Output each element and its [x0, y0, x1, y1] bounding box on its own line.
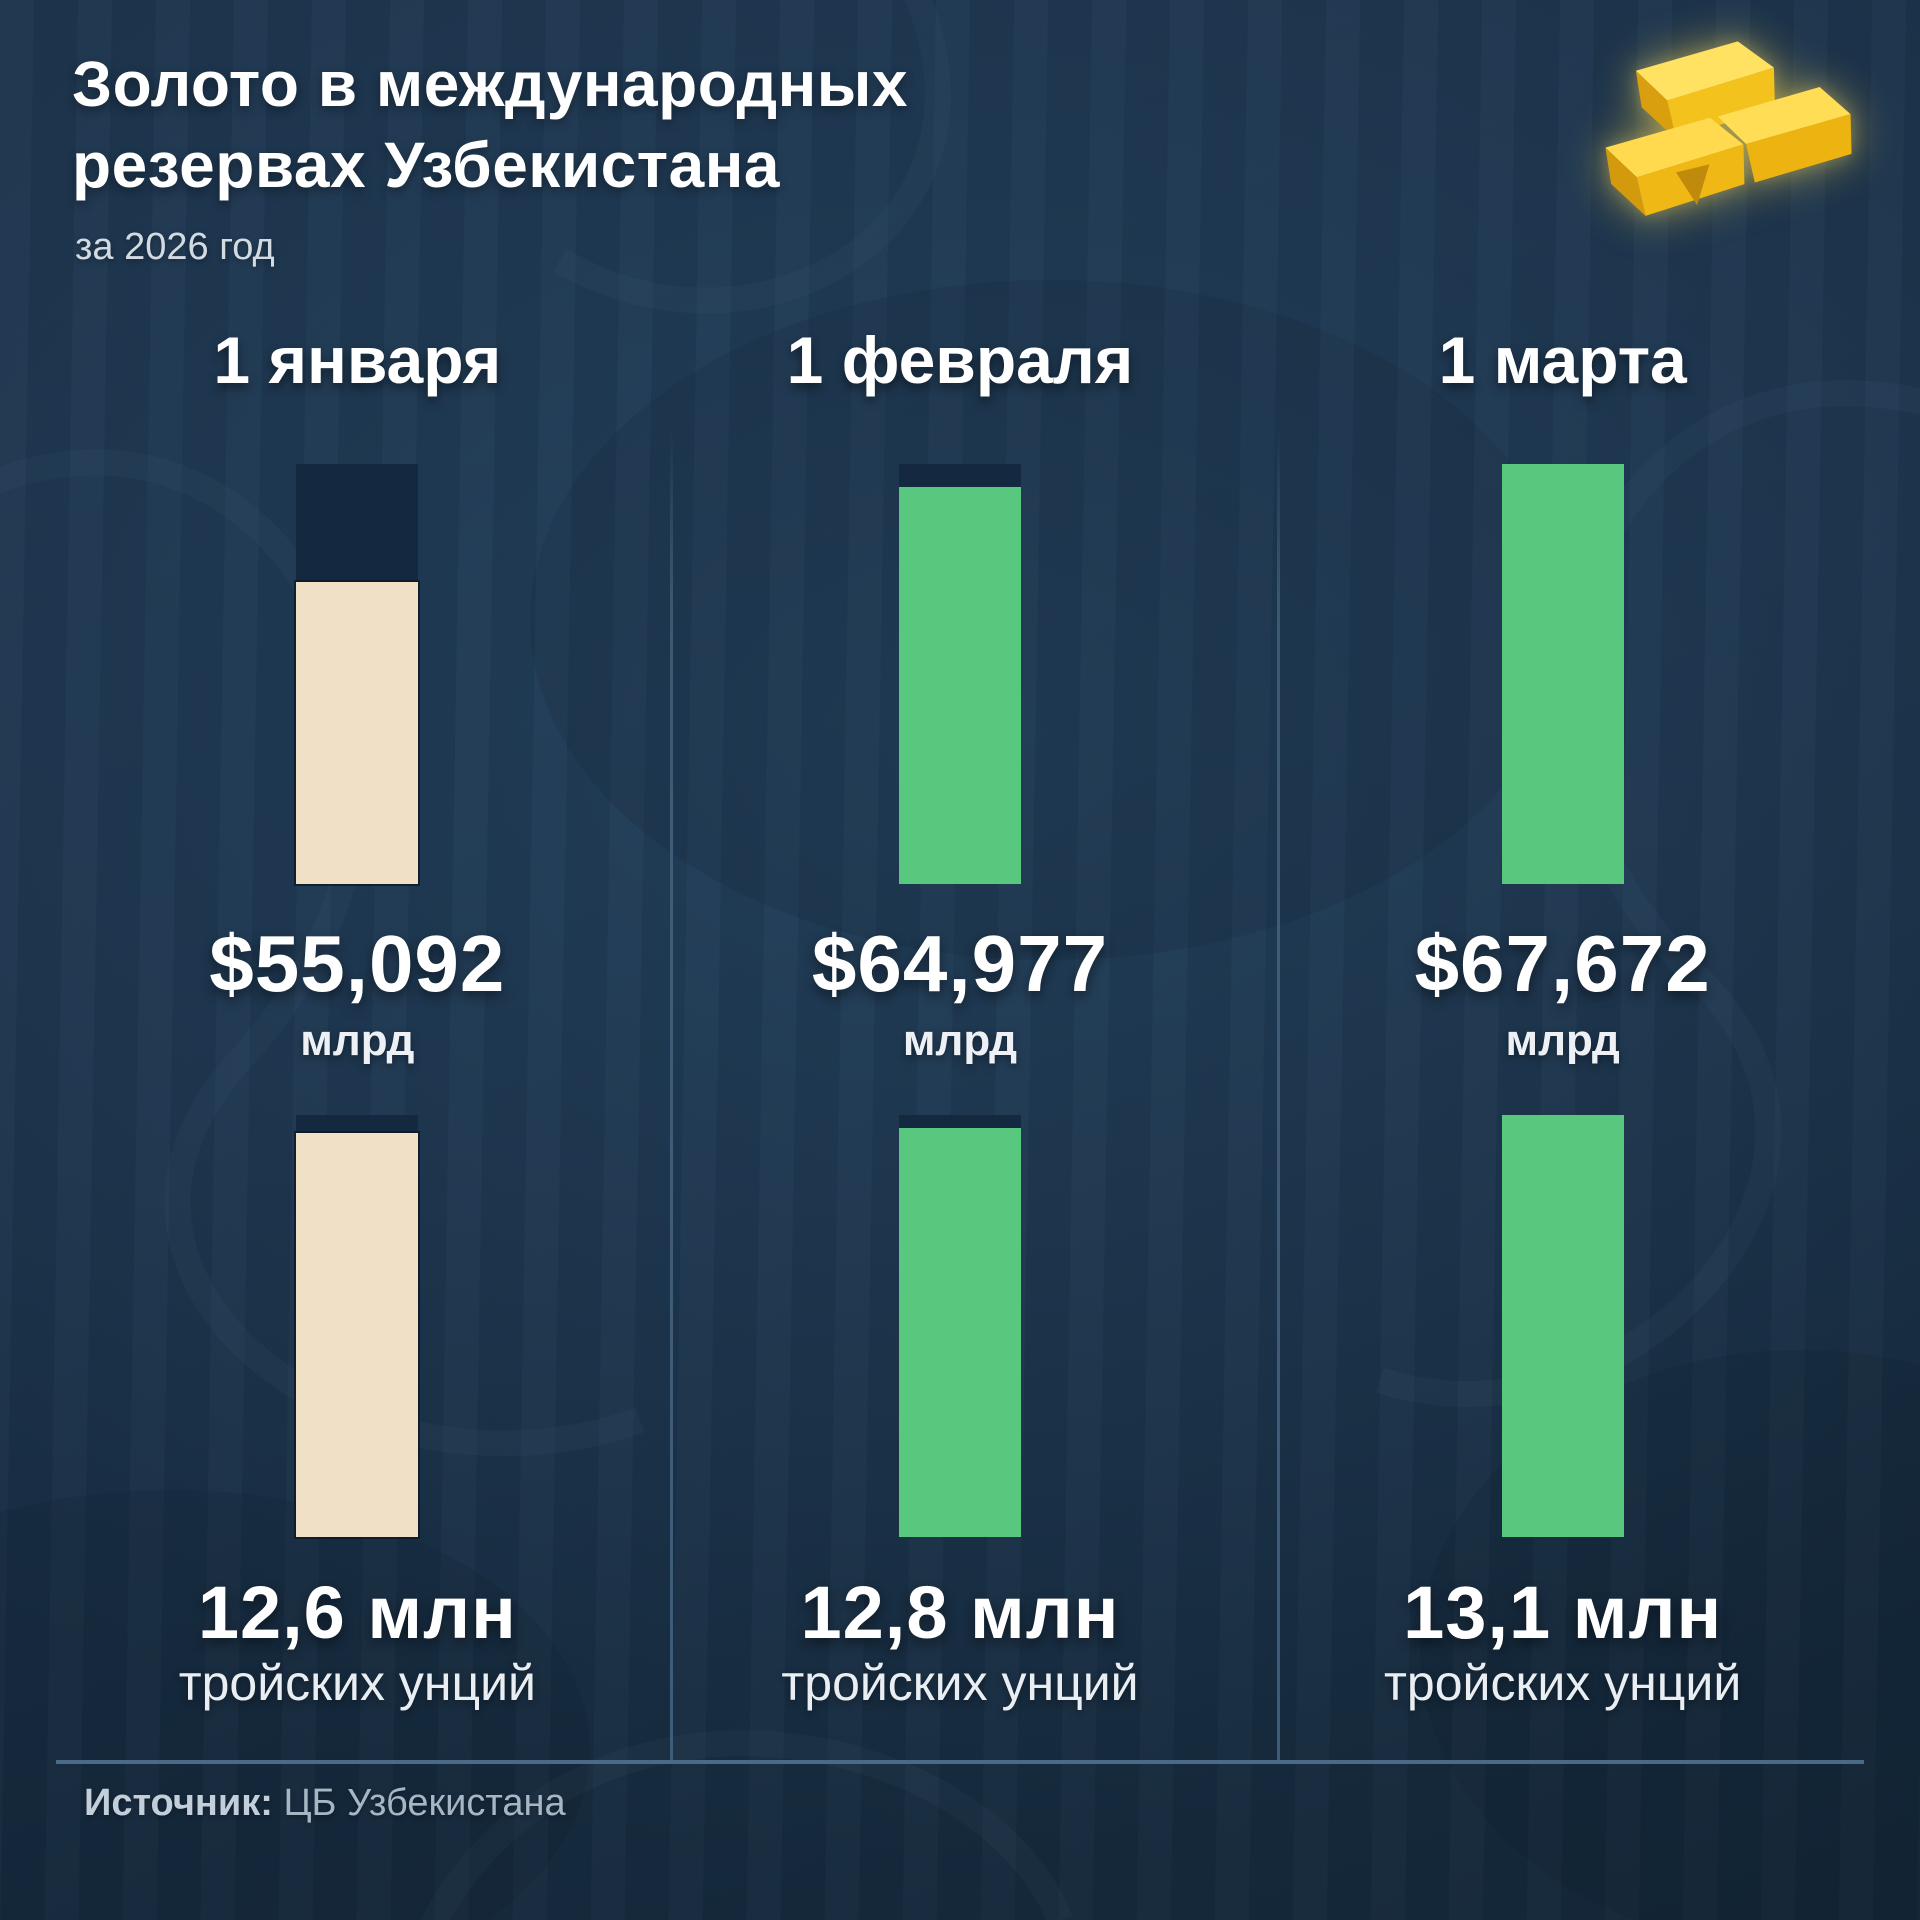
- column-march-label: 1 марта: [1438, 323, 1687, 397]
- title-line-2: резервах Узбекистана: [72, 128, 780, 201]
- footer-divider: [56, 1760, 1864, 1764]
- column-january-label: 1 января: [213, 323, 502, 397]
- bar-january-usd-fill: [296, 581, 419, 884]
- source-line: Источник: ЦБ Узбекистана: [84, 1782, 566, 1825]
- column-divider-2: [1277, 428, 1280, 1764]
- page-subtitle: за 2026 год: [75, 226, 275, 268]
- bar-february-usd-cap: [898, 464, 1021, 488]
- bar-february-oz-cap: [898, 1115, 1021, 1128]
- bar-january-oz: [296, 1115, 419, 1537]
- bar-january-oz-fill: [296, 1133, 419, 1537]
- source-label: Источник:: [84, 1782, 273, 1824]
- column-february-label: 1 февраля: [786, 323, 1134, 397]
- bar-february-oz-fill: [898, 1127, 1021, 1537]
- bar-march-usd: [1501, 464, 1624, 884]
- february-usd-value: $64,977: [811, 919, 1109, 1008]
- january-usd-value: $55,092: [209, 919, 506, 1008]
- column-divider-1: [670, 428, 673, 1764]
- march-oz-value: 13,1 млн: [1403, 1571, 1723, 1654]
- bar-february-oz: [898, 1115, 1021, 1537]
- bar-january-oz-cap: [296, 1115, 419, 1134]
- march-oz-unit: тройских унций: [1384, 1655, 1742, 1711]
- bar-march-oz-fill: [1501, 1115, 1624, 1537]
- bar-january-usd-cap: [296, 464, 419, 582]
- gold-bars-icon: [1565, 10, 1855, 260]
- january-usd-unit: млрд: [300, 1016, 415, 1065]
- bar-march-usd-fill: [1501, 464, 1624, 884]
- column-march: 1 марта $67,672 млрд 13,1 млн тройских у…: [1261, 0, 1864, 1920]
- page-title: Золото в международных резервах Узбекиста…: [72, 44, 908, 205]
- february-usd-unit: млрд: [902, 1016, 1018, 1065]
- january-oz-value: 12,6 млн: [197, 1571, 517, 1654]
- source-value: ЦБ Узбекистана: [283, 1782, 566, 1824]
- column-february: 1 февраля $64,977 млрд 12,8 млн тройских…: [659, 0, 1262, 1920]
- february-oz-unit: тройских унций: [781, 1655, 1139, 1711]
- march-usd-unit: млрд: [1505, 1016, 1620, 1065]
- february-oz-value: 12,8 млн: [800, 1571, 1120, 1654]
- bar-march-oz: [1501, 1115, 1624, 1537]
- column-january: 1 января $55,092 млрд 12,6 млн тройских …: [56, 0, 659, 1920]
- bar-january-usd: [296, 464, 419, 884]
- bar-february-usd-fill: [898, 487, 1021, 884]
- bar-february-usd: [898, 464, 1021, 884]
- title-line-1: Золото в международных: [72, 48, 908, 120]
- january-oz-unit: тройских унций: [178, 1655, 536, 1711]
- march-usd-value: $67,672: [1414, 919, 1711, 1008]
- chart-columns: 1 января $55,092 млрд 12,6 млн тройских …: [56, 0, 1864, 1920]
